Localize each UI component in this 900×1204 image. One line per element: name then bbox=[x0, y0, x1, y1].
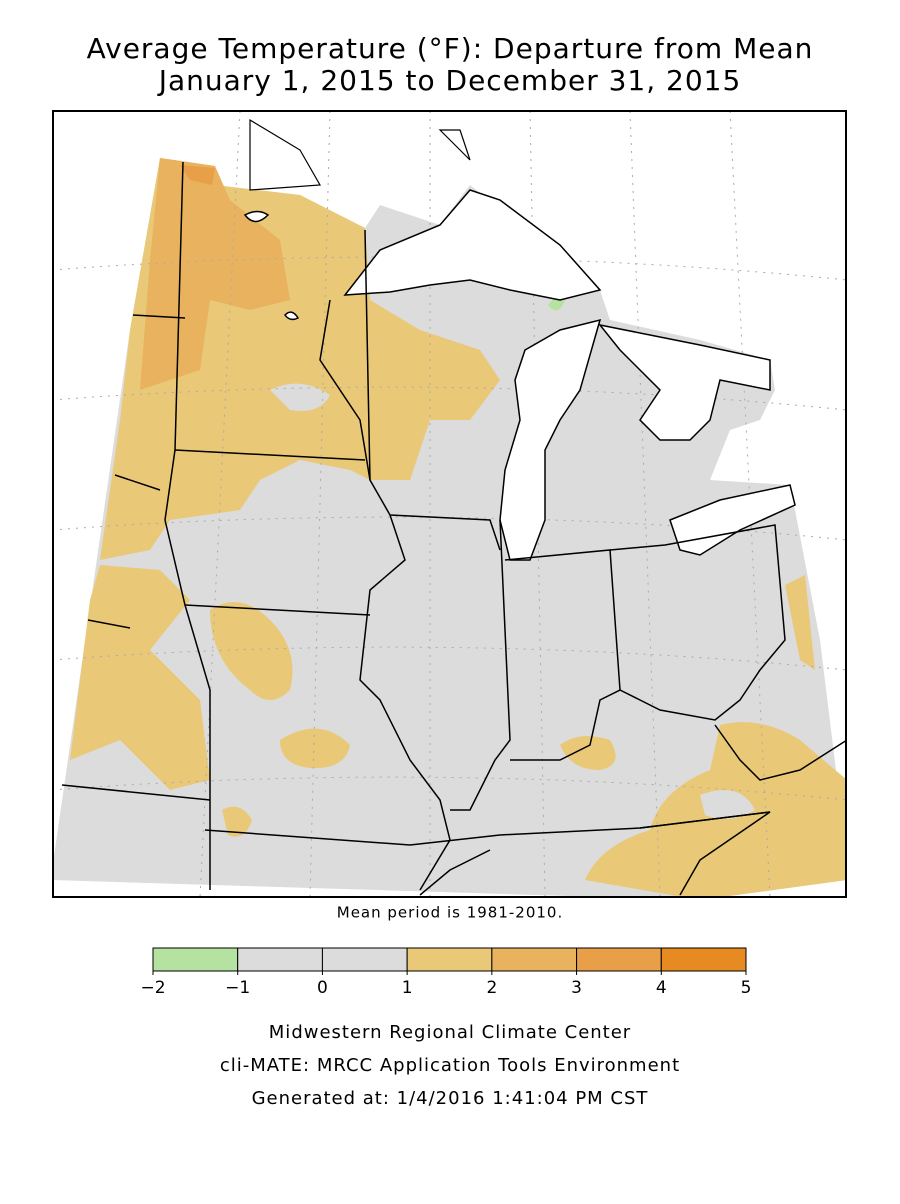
normal-area bbox=[270, 383, 330, 411]
warm-area bbox=[280, 728, 350, 769]
map bbox=[52, 110, 847, 898]
subtitle: January 1, 2015 to December 31, 2015 bbox=[157, 64, 742, 97]
warm-area bbox=[785, 575, 815, 670]
normal-area bbox=[700, 790, 755, 819]
legend-tick-label: −2 bbox=[140, 978, 165, 998]
legend-swatch bbox=[406, 947, 493, 972]
warm-area bbox=[70, 565, 210, 790]
legend-tick-label: −1 bbox=[225, 978, 250, 998]
lake-huron bbox=[598, 323, 771, 441]
canada-coast bbox=[249, 118, 471, 191]
note: Mean period is 1981-2010. bbox=[337, 904, 563, 922]
warm-area bbox=[140, 158, 290, 390]
legend-swatch bbox=[660, 947, 747, 972]
lake-superior bbox=[343, 189, 602, 301]
legend-swatch bbox=[491, 947, 578, 972]
legend-tick-label: 2 bbox=[486, 978, 497, 998]
warm-area bbox=[222, 806, 252, 837]
lake-michigan bbox=[499, 318, 602, 561]
footer-line: Midwestern Regional Climate Center bbox=[269, 1022, 631, 1043]
warm-area bbox=[560, 736, 616, 770]
legend-tick-label: 4 bbox=[656, 978, 667, 998]
warm-area bbox=[210, 602, 293, 700]
legend-tick-label: 3 bbox=[571, 978, 582, 998]
warm-area bbox=[180, 165, 215, 185]
legend-tick-label: 1 bbox=[402, 978, 413, 998]
map-frame bbox=[52, 110, 847, 898]
legend-swatch bbox=[237, 947, 323, 972]
footer-line: Generated at: 1/4/2016 1:41:04 PM CST bbox=[252, 1088, 649, 1109]
legend-tick-label: 5 bbox=[741, 978, 752, 998]
legend-swatch bbox=[152, 947, 239, 972]
legend-swatch bbox=[576, 947, 662, 972]
legend-swatch bbox=[321, 947, 408, 972]
legend-tick-label: 0 bbox=[317, 978, 328, 998]
legend: −2 −1 0 1 2 3 4 5 bbox=[140, 947, 752, 998]
lake bbox=[243, 210, 300, 321]
lake-erie bbox=[669, 484, 796, 556]
footer-line: cli-MATE: MRCC Application Tools Environ… bbox=[220, 1055, 680, 1076]
title: Average Temperature (°F): Departure from… bbox=[87, 32, 814, 65]
